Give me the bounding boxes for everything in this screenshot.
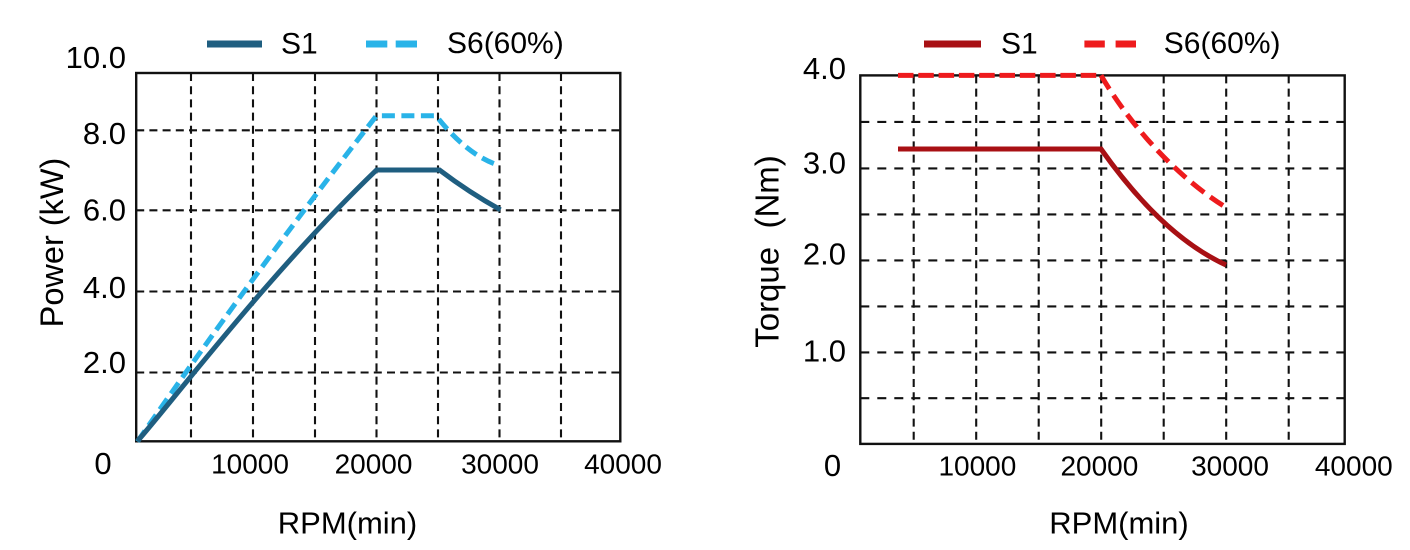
- svg-text:1.0: 1.0: [803, 334, 846, 369]
- svg-text:10000: 10000: [938, 451, 1016, 482]
- svg-text:0: 0: [94, 446, 111, 481]
- svg-text:10.0: 10.0: [66, 40, 126, 75]
- svg-text:0: 0: [824, 448, 841, 483]
- svg-text:10000: 10000: [211, 449, 289, 480]
- svg-text:2.0: 2.0: [83, 345, 126, 380]
- svg-text:20000: 20000: [335, 449, 413, 480]
- svg-text:S1: S1: [281, 28, 318, 61]
- svg-text:RPM(min): RPM(min): [1049, 506, 1189, 541]
- svg-text:40000: 40000: [1315, 451, 1393, 482]
- svg-text:30000: 30000: [461, 449, 539, 480]
- svg-text:S6(60%): S6(60%): [447, 27, 564, 60]
- svg-text:Torque (Nm): Torque (Nm): [749, 155, 786, 348]
- svg-text:2.0: 2.0: [803, 237, 846, 272]
- svg-text:40000: 40000: [584, 449, 662, 480]
- svg-text:4.0: 4.0: [803, 51, 846, 86]
- svg-text:8.0: 8.0: [83, 116, 126, 151]
- svg-text:S6(60%): S6(60%): [1164, 27, 1281, 60]
- svg-text:3.0: 3.0: [803, 146, 846, 181]
- svg-text:30000: 30000: [1191, 451, 1269, 482]
- svg-text:4.0: 4.0: [83, 270, 126, 305]
- svg-text:20000: 20000: [1060, 451, 1138, 482]
- svg-text:RPM(min): RPM(min): [278, 506, 418, 541]
- svg-text:Power (kW): Power (kW): [34, 158, 70, 328]
- svg-text:6.0: 6.0: [83, 193, 126, 228]
- svg-text:S1: S1: [1001, 28, 1038, 61]
